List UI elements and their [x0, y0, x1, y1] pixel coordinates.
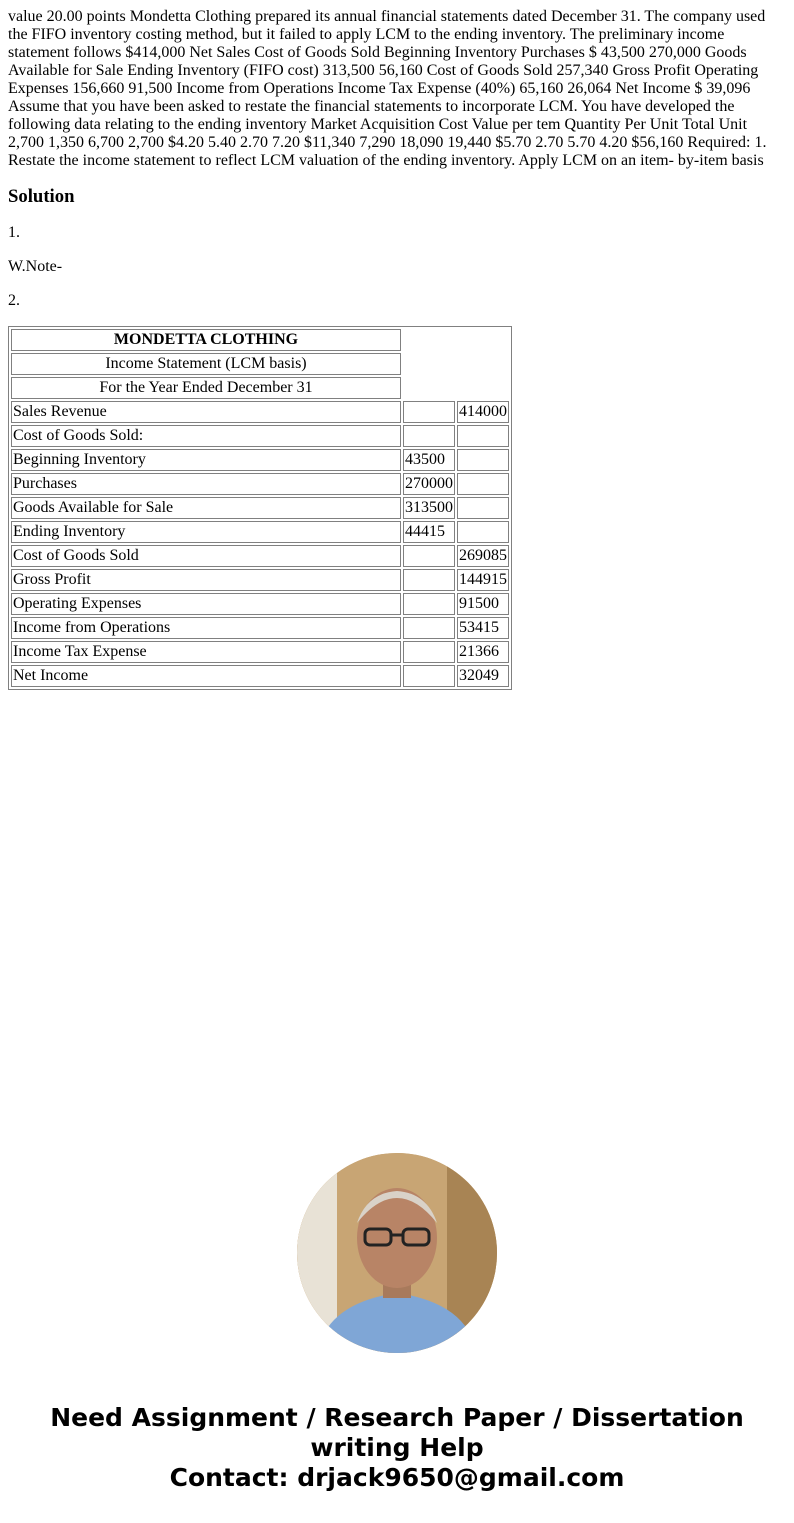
question-text: value 20.00 points Mondetta Clothing pre…: [8, 8, 767, 169]
row-label: Income Tax Expense: [11, 641, 401, 663]
header-row-period: For the Year Ended December 31: [11, 377, 509, 399]
row-amount-2: [457, 473, 509, 495]
row-amount-2: [457, 449, 509, 471]
row-amount-1: [403, 617, 455, 639]
table-row: Goods Available for Sale 313500: [11, 497, 509, 519]
footer-contact: Contact: drjack9650@gmail.com: [169, 1463, 625, 1492]
row-amount-2: [457, 425, 509, 447]
footer-help-text: Need Assignment / Research Paper / Disse…: [50, 1403, 744, 1462]
row-amount-2: 269085: [457, 545, 509, 567]
table-row: Operating Expenses 91500: [11, 593, 509, 615]
row-label: Net Income: [11, 665, 401, 687]
row-label: Purchases: [11, 473, 401, 495]
statement-period: For the Year Ended December 31: [11, 377, 401, 399]
table-row: Income from Operations 53415: [11, 617, 509, 639]
table-row: Income Tax Expense 21366: [11, 641, 509, 663]
row-amount-2: 91500: [457, 593, 509, 615]
row-amount-1: [403, 593, 455, 615]
working-note: W.Note-: [8, 258, 63, 275]
row-label: Income from Operations: [11, 617, 401, 639]
table-row: Ending Inventory 44415: [11, 521, 509, 543]
page-content: value 20.00 points Mondetta Clothing pre…: [0, 0, 794, 690]
row-amount-2: 53415: [457, 617, 509, 639]
person-photo-icon: [297, 1153, 497, 1353]
row-amount-1: [403, 401, 455, 423]
table-row: Net Income 32049: [11, 665, 509, 687]
author-avatar: [297, 1153, 497, 1353]
row-amount-1: 313500: [403, 497, 455, 519]
row-label: Gross Profit: [11, 569, 401, 591]
row-amount-1: [403, 665, 455, 687]
income-statement-table: MONDETTA CLOTHING Income Statement (LCM …: [8, 326, 512, 690]
row-amount-1: [403, 569, 455, 591]
header-row-title: Income Statement (LCM basis): [11, 353, 509, 375]
footer-banner: Need Assignment / Research Paper / Disse…: [0, 1403, 794, 1493]
table-row: Gross Profit 144915: [11, 569, 509, 591]
row-amount-2: 21366: [457, 641, 509, 663]
row-amount-1: 270000: [403, 473, 455, 495]
statement-title: Income Statement (LCM basis): [11, 353, 401, 375]
table-row: Cost of Goods Sold 269085: [11, 545, 509, 567]
table-row: Purchases 270000: [11, 473, 509, 495]
table-row: Beginning Inventory 43500: [11, 449, 509, 471]
solution-heading: Solution: [8, 186, 75, 207]
row-amount-1: [403, 425, 455, 447]
table-row: Sales Revenue 414000: [11, 401, 509, 423]
row-amount-2: [457, 521, 509, 543]
step-1: 1.: [8, 224, 20, 241]
row-amount-1: 43500: [403, 449, 455, 471]
row-label: Goods Available for Sale: [11, 497, 401, 519]
row-amount-1: 44415: [403, 521, 455, 543]
row-amount-2: 414000: [457, 401, 509, 423]
row-label: Cost of Goods Sold:: [11, 425, 401, 447]
row-amount-2: 144915: [457, 569, 509, 591]
header-row-company: MONDETTA CLOTHING: [11, 329, 509, 351]
row-amount-2: [457, 497, 509, 519]
step-2: 2.: [8, 292, 20, 309]
row-label: Sales Revenue: [11, 401, 401, 423]
row-amount-2: 32049: [457, 665, 509, 687]
row-amount-1: [403, 545, 455, 567]
row-label: Beginning Inventory: [11, 449, 401, 471]
row-amount-1: [403, 641, 455, 663]
company-name: MONDETTA CLOTHING: [11, 329, 401, 351]
row-label: Cost of Goods Sold: [11, 545, 401, 567]
row-label: Ending Inventory: [11, 521, 401, 543]
row-label: Operating Expenses: [11, 593, 401, 615]
table-row: Cost of Goods Sold:: [11, 425, 509, 447]
